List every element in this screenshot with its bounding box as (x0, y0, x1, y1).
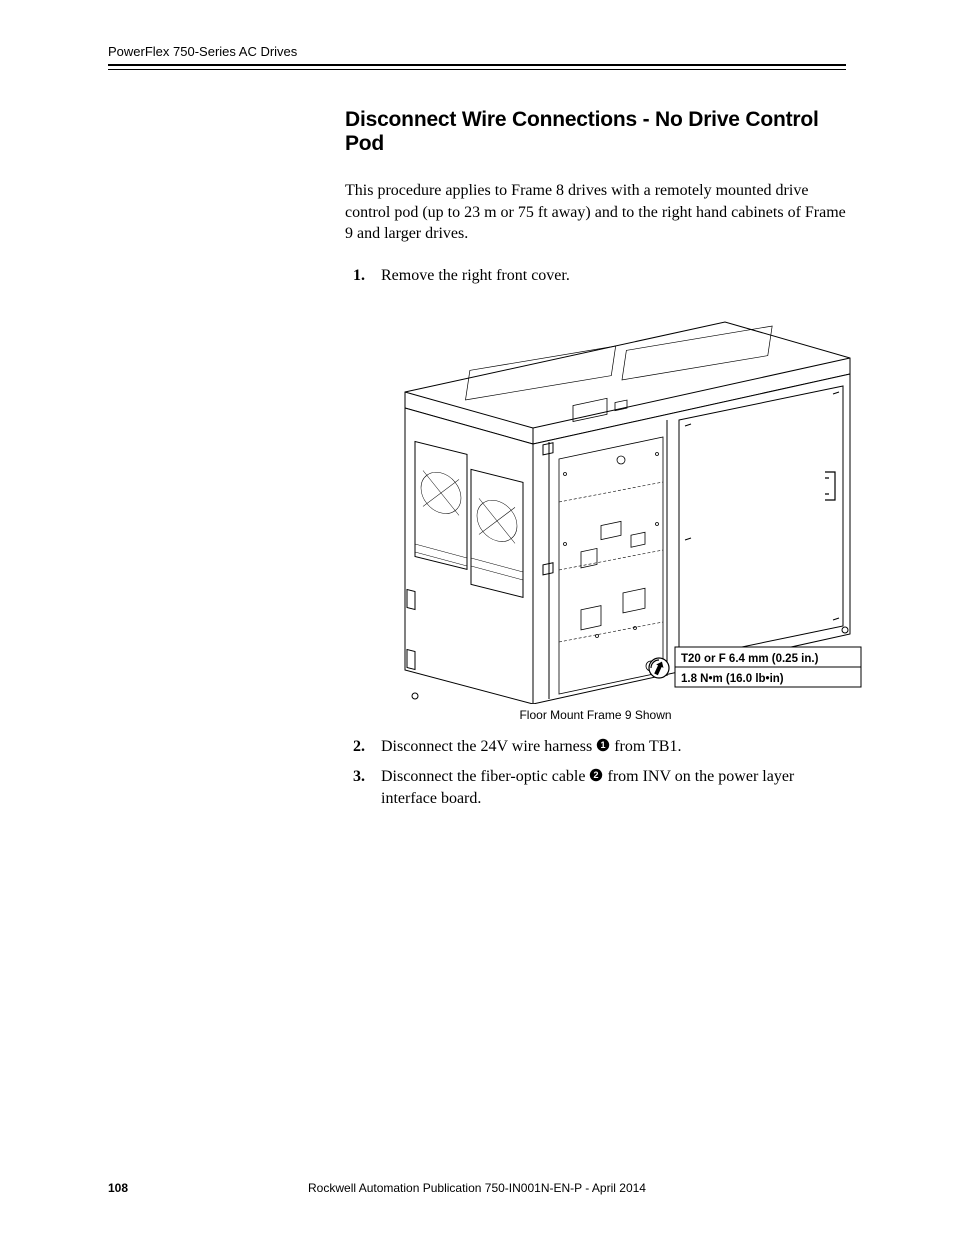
running-header: PowerFlex 750-Series AC Drives (108, 44, 846, 59)
header-rule (108, 64, 846, 70)
callout-line-1: T20 or F 6.4 mm (0.25 in.) (681, 653, 819, 665)
callout-line-2: 1.8 N•m (16.0 lb•in) (681, 673, 784, 685)
step-2: 2. Disconnect the 24V wire harness 1 fro… (345, 736, 846, 758)
cabinet-line-art: T20 or F 6.4 mm (0.25 in.) 1.8 N•m (16.0… (345, 304, 865, 704)
main-content: Disconnect Wire Connections - No Drive C… (345, 108, 846, 817)
callout-marker-1-icon: 1 (596, 738, 610, 752)
step-text: Remove the right front cover. (381, 267, 570, 284)
step-text: Disconnect the fiber-optic cable 2 from … (381, 768, 794, 807)
drive-cabinet-figure: T20 or F 6.4 mm (0.25 in.) 1.8 N•m (16.0… (345, 304, 846, 722)
torque-callout: T20 or F 6.4 mm (0.25 in.) 1.8 N•m (16.0… (675, 647, 861, 687)
intro-paragraph: This procedure applies to Frame 8 drives… (345, 180, 846, 245)
torque-driver-icon (649, 658, 669, 678)
procedure-steps: 1. Remove the right front cover. (345, 265, 846, 287)
svg-text:1: 1 (601, 740, 606, 750)
step-1: 1. Remove the right front cover. (345, 265, 846, 287)
procedure-steps-continued: 2. Disconnect the 24V wire harness 1 fro… (345, 736, 846, 809)
step-number: 1. (353, 265, 365, 287)
step-3: 3. Disconnect the fiber-optic cable 2 fr… (345, 766, 846, 809)
step-text: Disconnect the 24V wire harness 1 from T… (381, 738, 681, 755)
svg-text:2: 2 (594, 770, 599, 780)
page-footer: 108 Rockwell Automation Publication 750-… (108, 1181, 846, 1195)
publication-id: Rockwell Automation Publication 750-IN00… (108, 1181, 846, 1195)
section-heading: Disconnect Wire Connections - No Drive C… (345, 108, 846, 156)
step-number: 3. (353, 766, 365, 788)
figure-caption: Floor Mount Frame 9 Shown (345, 708, 846, 722)
step-number: 2. (353, 736, 365, 758)
callout-marker-2-icon: 2 (589, 768, 603, 782)
